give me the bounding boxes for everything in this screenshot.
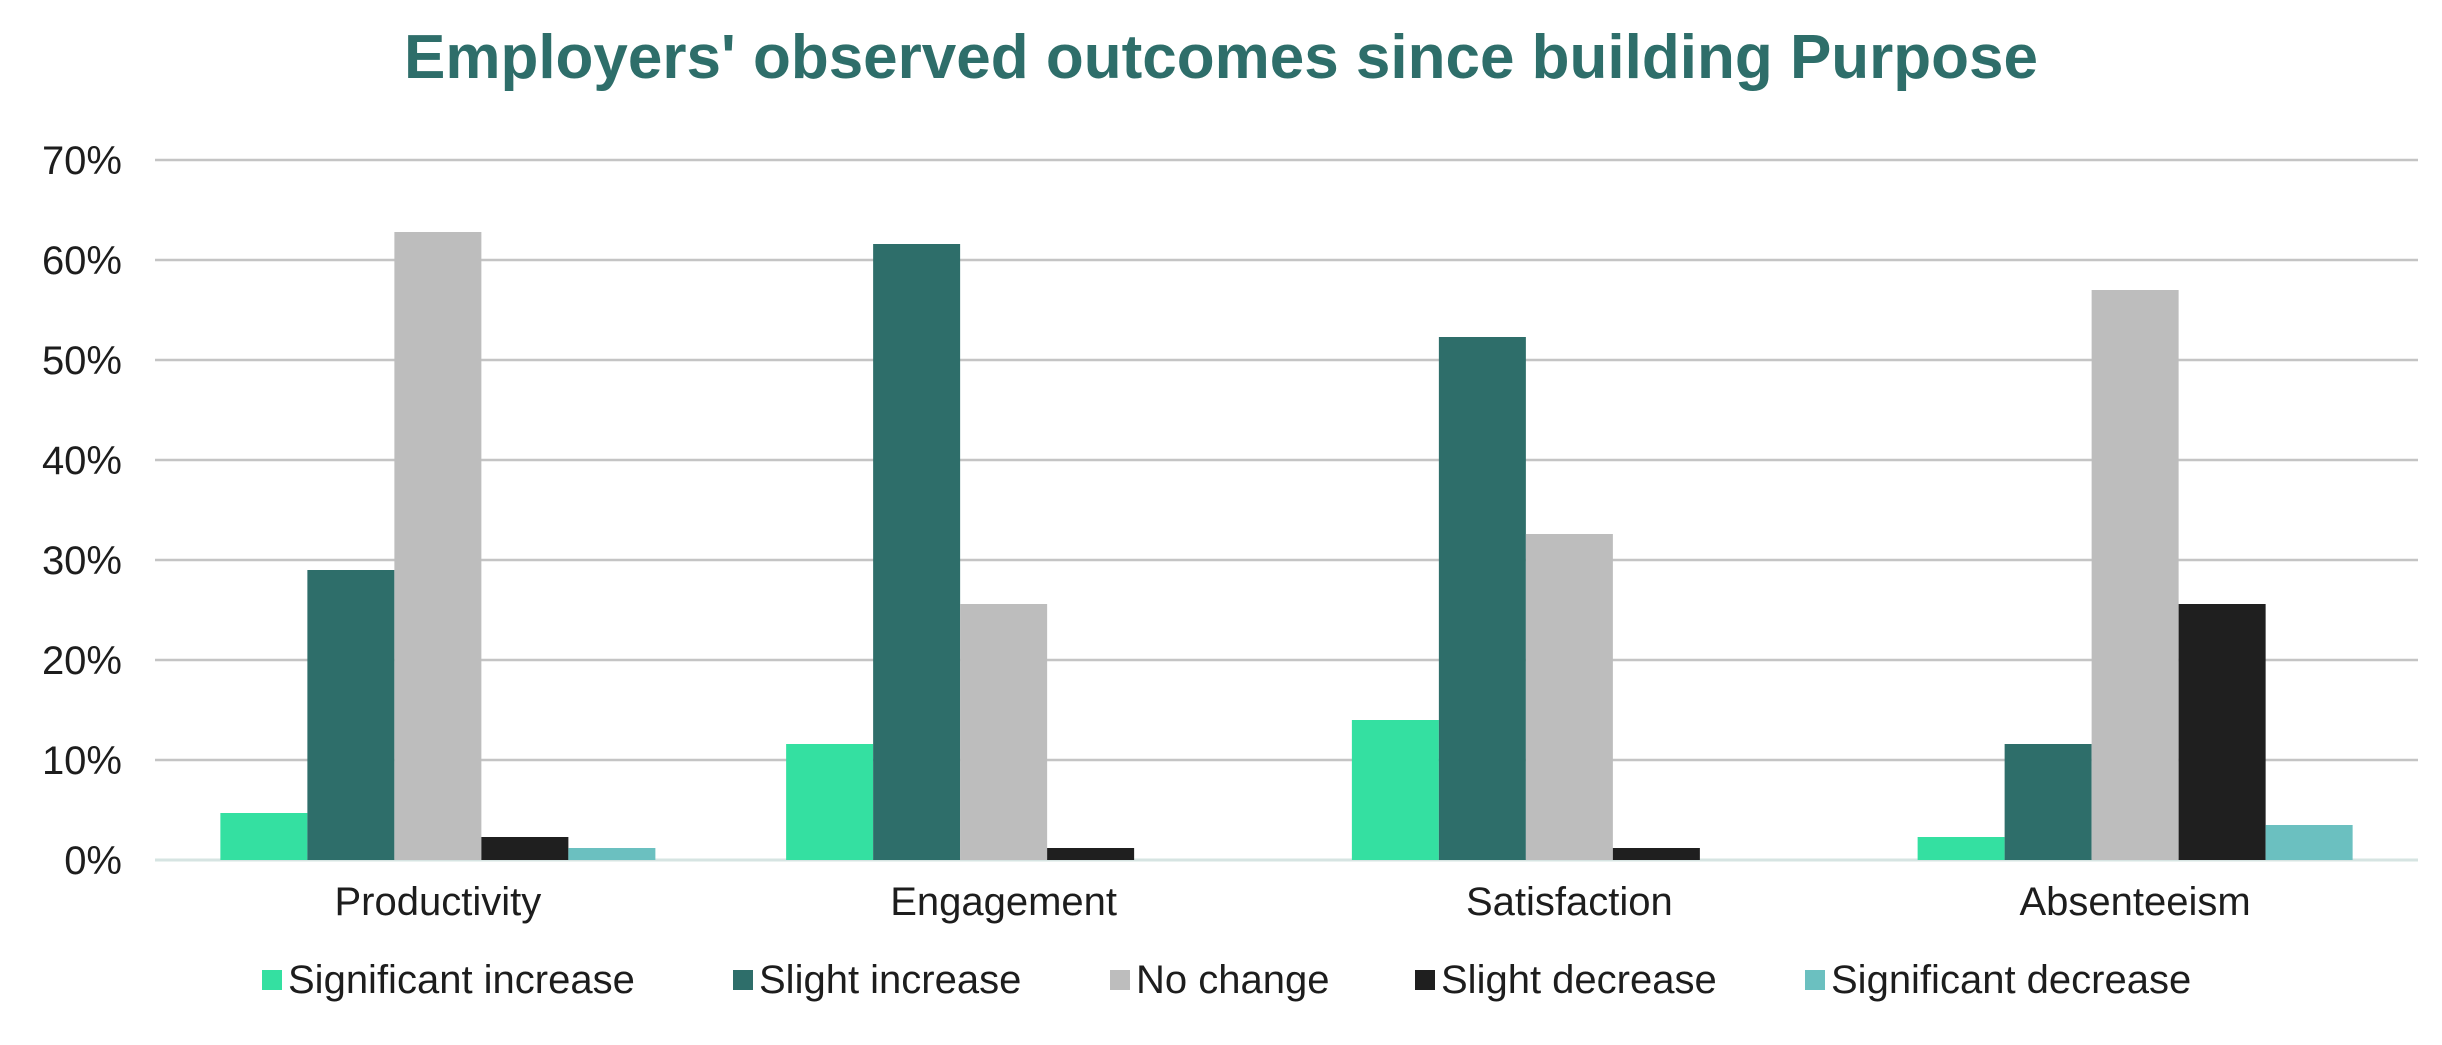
bar-satisfaction-significant-increase — [1351, 720, 1439, 860]
y-axis-ticks: 0% 10% 20% 30% 40% 50% 60% 70% — [42, 139, 122, 883]
bar-absenteeism-no-change — [2091, 290, 2179, 860]
legend-item: Significant increase — [262, 955, 635, 1005]
x-tick-label: Satisfaction — [1466, 880, 1673, 924]
legend-label: Significant increase — [288, 957, 635, 1002]
legend-swatch — [1415, 970, 1435, 990]
chart-title: Employers' observed outcomes since build… — [403, 23, 2039, 92]
bars — [220, 232, 2353, 860]
legend-item: Significant decrease — [1805, 955, 2191, 1005]
bar-satisfaction-slight-increase — [1438, 337, 1526, 860]
legend-label: No change — [1136, 957, 1330, 1002]
y-tick-label: 40% — [42, 439, 122, 483]
legend-item: Slight increase — [733, 955, 1021, 1005]
legend: Significant increase Slight increase No ch… — [0, 955, 2442, 1005]
bar-productivity-slight-decrease — [481, 837, 569, 860]
bar-absenteeism-slight-decrease — [2178, 604, 2266, 860]
legend-label: Slight decrease — [1441, 957, 1717, 1002]
y-tick-label: 50% — [42, 339, 122, 383]
legend-swatch — [733, 970, 753, 990]
legend-swatch — [1805, 970, 1825, 990]
bar-engagement-no-change — [960, 604, 1048, 860]
bar-engagement-significant-increase — [786, 744, 874, 860]
legend-item: Slight decrease — [1415, 955, 1717, 1005]
bar-satisfaction-no-change — [1525, 534, 1613, 860]
bar-engagement-slight-decrease — [1047, 848, 1135, 860]
x-tick-label: Absenteeism — [2020, 880, 2251, 924]
y-tick-label: 30% — [42, 539, 122, 583]
y-tick-label: 20% — [42, 639, 122, 683]
y-tick-label: 60% — [42, 239, 122, 283]
legend-item: No change — [1110, 955, 1329, 1005]
bar-satisfaction-slight-decrease — [1612, 848, 1700, 860]
x-tick-label: Engagement — [890, 880, 1117, 924]
y-tick-label: 0% — [64, 839, 122, 883]
bar-absenteeism-significant-decrease — [2265, 825, 2353, 860]
bar-absenteeism-significant-increase — [1917, 837, 2005, 860]
y-tick-label: 70% — [42, 139, 122, 183]
y-tick-label: 10% — [42, 739, 122, 783]
x-axis-ticks: Productivity Engagement Satisfaction Absent… — [335, 880, 2251, 924]
bar-productivity-no-change — [394, 232, 482, 860]
legend-label: Significant decrease — [1831, 957, 2192, 1002]
bar-productivity-slight-increase — [307, 570, 395, 860]
bar-productivity-significant-increase — [220, 813, 308, 860]
legend-swatch — [262, 970, 282, 990]
legend-label: Slight increase — [759, 957, 1022, 1002]
bar-absenteeism-slight-increase — [2004, 744, 2092, 860]
bar-engagement-slight-increase — [873, 244, 961, 860]
x-tick-label: Productivity — [335, 880, 542, 924]
bar-productivity-significant-decrease — [568, 848, 656, 860]
legend-swatch — [1110, 970, 1130, 990]
